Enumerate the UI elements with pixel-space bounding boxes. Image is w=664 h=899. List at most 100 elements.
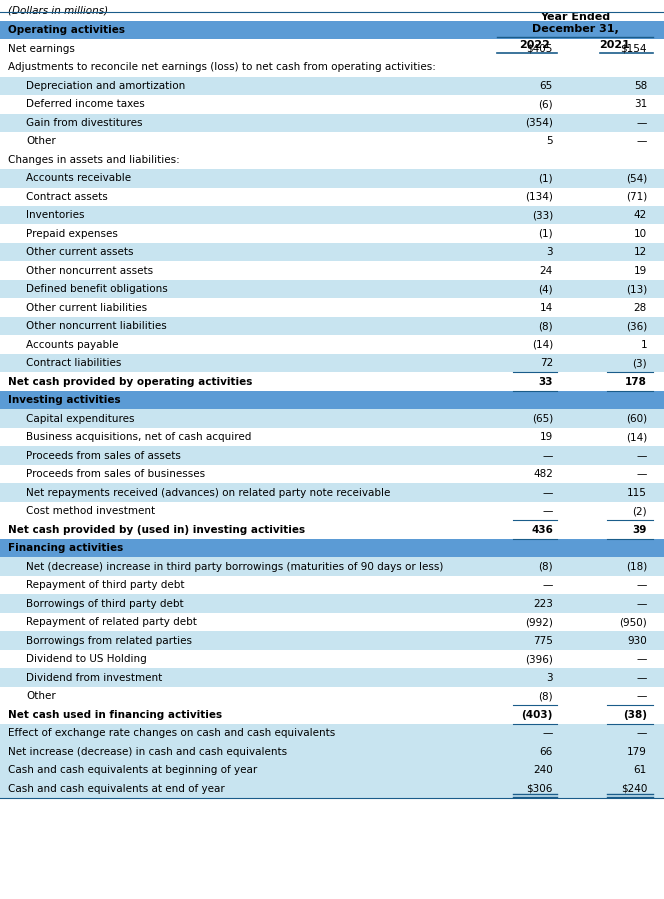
Text: Other: Other xyxy=(26,137,56,147)
Text: —: — xyxy=(637,450,647,461)
Text: 179: 179 xyxy=(627,747,647,757)
Text: Gain from divestitures: Gain from divestitures xyxy=(26,118,143,128)
Text: (14): (14) xyxy=(532,340,553,350)
Text: Investing activities: Investing activities xyxy=(8,396,121,405)
Text: (8): (8) xyxy=(539,691,553,701)
Text: Net cash provided by operating activities: Net cash provided by operating activitie… xyxy=(8,377,252,387)
Text: $240: $240 xyxy=(621,784,647,794)
Text: (71): (71) xyxy=(625,191,647,201)
Text: —: — xyxy=(637,118,647,128)
Text: Capital expenditures: Capital expenditures xyxy=(26,414,135,423)
Text: (8): (8) xyxy=(539,321,553,331)
Text: —: — xyxy=(542,450,553,461)
Text: Net cash used in financing activities: Net cash used in financing activities xyxy=(8,709,222,720)
FancyBboxPatch shape xyxy=(0,539,664,557)
Text: Other noncurrent assets: Other noncurrent assets xyxy=(26,266,153,276)
Text: Deferred income taxes: Deferred income taxes xyxy=(26,99,145,110)
Text: (4): (4) xyxy=(539,284,553,294)
FancyBboxPatch shape xyxy=(0,761,664,779)
FancyBboxPatch shape xyxy=(0,631,664,650)
Text: Proceeds from sales of businesses: Proceeds from sales of businesses xyxy=(26,469,205,479)
FancyBboxPatch shape xyxy=(0,132,664,150)
FancyBboxPatch shape xyxy=(0,465,664,484)
Text: Other current liabilities: Other current liabilities xyxy=(26,303,147,313)
Text: Borrowings from related parties: Borrowings from related parties xyxy=(26,636,192,645)
FancyBboxPatch shape xyxy=(0,372,664,391)
Text: 19: 19 xyxy=(633,266,647,276)
Text: 3: 3 xyxy=(546,247,553,257)
FancyBboxPatch shape xyxy=(0,743,664,761)
Text: Dividend from investment: Dividend from investment xyxy=(26,672,162,682)
FancyBboxPatch shape xyxy=(0,650,664,669)
Text: 19: 19 xyxy=(540,432,553,442)
Text: Accounts receivable: Accounts receivable xyxy=(26,174,131,183)
Text: $405: $405 xyxy=(527,44,553,54)
Text: 28: 28 xyxy=(633,303,647,313)
Text: Net increase (decrease) in cash and cash equivalents: Net increase (decrease) in cash and cash… xyxy=(8,747,287,757)
FancyBboxPatch shape xyxy=(0,391,664,410)
Text: Depreciation and amortization: Depreciation and amortization xyxy=(26,81,185,91)
FancyBboxPatch shape xyxy=(0,317,664,335)
FancyBboxPatch shape xyxy=(0,557,664,576)
Text: 240: 240 xyxy=(533,765,553,775)
FancyBboxPatch shape xyxy=(0,410,664,428)
FancyBboxPatch shape xyxy=(0,447,664,465)
Text: (134): (134) xyxy=(525,191,553,201)
Text: (1): (1) xyxy=(539,174,553,183)
Text: 3: 3 xyxy=(546,672,553,682)
Text: Net cash provided by (used in) investing activities: Net cash provided by (used in) investing… xyxy=(8,525,305,535)
Text: Business acquisitions, net of cash acquired: Business acquisitions, net of cash acqui… xyxy=(26,432,252,442)
Text: Other noncurrent liabilities: Other noncurrent liabilities xyxy=(26,321,167,331)
Text: 24: 24 xyxy=(540,266,553,276)
Text: 2022: 2022 xyxy=(519,40,550,50)
Text: 72: 72 xyxy=(540,358,553,369)
Text: Prepaid expenses: Prepaid expenses xyxy=(26,228,118,239)
FancyBboxPatch shape xyxy=(0,521,664,539)
Text: —: — xyxy=(542,488,553,498)
Text: (1): (1) xyxy=(539,228,553,239)
FancyBboxPatch shape xyxy=(0,613,664,631)
Text: 2021: 2021 xyxy=(600,40,630,50)
Text: 61: 61 xyxy=(633,765,647,775)
FancyBboxPatch shape xyxy=(0,95,664,113)
Text: 10: 10 xyxy=(634,228,647,239)
Text: 482: 482 xyxy=(533,469,553,479)
Text: Net repayments received (advances) on related party note receivable: Net repayments received (advances) on re… xyxy=(26,488,390,498)
Text: Accounts payable: Accounts payable xyxy=(26,340,118,350)
Text: 42: 42 xyxy=(633,210,647,220)
FancyBboxPatch shape xyxy=(0,779,664,798)
Text: (13): (13) xyxy=(625,284,647,294)
FancyBboxPatch shape xyxy=(0,354,664,372)
Text: Net (decrease) increase in third party borrowings (maturities of 90 days or less: Net (decrease) increase in third party b… xyxy=(26,562,444,572)
Text: (38): (38) xyxy=(623,709,647,720)
Text: $306: $306 xyxy=(527,784,553,794)
Text: Cost method investment: Cost method investment xyxy=(26,506,155,516)
Text: Net earnings: Net earnings xyxy=(8,44,75,54)
Text: Repayment of related party debt: Repayment of related party debt xyxy=(26,618,197,628)
Text: 33: 33 xyxy=(539,377,553,387)
Text: —: — xyxy=(637,137,647,147)
Text: 178: 178 xyxy=(625,377,647,387)
Text: —: — xyxy=(637,691,647,701)
Text: Borrowings of third party debt: Borrowings of third party debt xyxy=(26,599,184,609)
FancyBboxPatch shape xyxy=(0,206,664,225)
FancyBboxPatch shape xyxy=(0,576,664,594)
Text: —: — xyxy=(542,728,553,738)
FancyBboxPatch shape xyxy=(0,243,664,262)
Text: —: — xyxy=(637,469,647,479)
Text: 39: 39 xyxy=(633,525,647,535)
FancyBboxPatch shape xyxy=(0,40,664,58)
Text: —: — xyxy=(637,654,647,664)
Text: 65: 65 xyxy=(540,81,553,91)
FancyBboxPatch shape xyxy=(0,724,664,743)
FancyBboxPatch shape xyxy=(0,594,664,613)
FancyBboxPatch shape xyxy=(0,21,664,40)
Text: 930: 930 xyxy=(627,636,647,645)
Text: (396): (396) xyxy=(525,654,553,664)
Text: Year Ended: Year Ended xyxy=(540,12,610,22)
Text: December 31,: December 31, xyxy=(532,24,618,34)
FancyBboxPatch shape xyxy=(0,225,664,243)
Text: 31: 31 xyxy=(633,99,647,110)
FancyBboxPatch shape xyxy=(0,76,664,95)
Text: Adjustments to reconcile net earnings (loss) to net cash from operating activiti: Adjustments to reconcile net earnings (l… xyxy=(8,62,436,72)
